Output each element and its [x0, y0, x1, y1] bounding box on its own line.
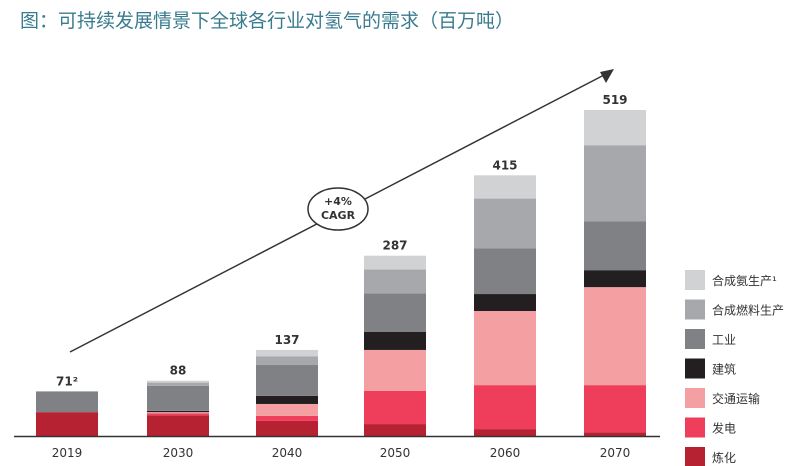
total-label-2019: 71² [56, 374, 78, 388]
bar-segment-2060 [474, 248, 536, 295]
x-tick-label-2070: 2070 [600, 446, 631, 460]
legend-label: 发电 [712, 421, 736, 436]
bar-segment-2019 [36, 412, 98, 436]
x-tick-label-2050: 2050 [380, 446, 411, 460]
bar-segment-2030 [147, 380, 209, 383]
chart-title: 图：可持续发展情景下全球各行业对氢气的需求（百万吨） [20, 10, 515, 32]
legend-swatch [685, 270, 705, 290]
bar-segment-2040 [256, 403, 318, 416]
total-label-2030: 88 [170, 364, 187, 378]
legend-label: 交通运输 [712, 391, 760, 406]
bar-segment-2070 [584, 110, 646, 146]
bar-segment-2050 [364, 349, 426, 391]
legend-swatch [685, 388, 705, 408]
legend-label: 工业 [712, 333, 736, 347]
bar-segment-2070 [584, 432, 646, 436]
bar-segment-2050 [364, 331, 426, 350]
total-label-2060: 415 [492, 158, 517, 172]
x-tick-label-2030: 2030 [163, 446, 194, 460]
legend-label: 合成燃料生产 [712, 303, 784, 318]
legend-swatch [685, 299, 705, 320]
legend-label: 合成氨生产¹ [712, 273, 777, 288]
bar-segment-2050 [364, 424, 426, 436]
legend-swatch [685, 329, 705, 349]
bar-segment-2030 [147, 410, 209, 413]
bar-segment-2040 [256, 349, 318, 357]
cagr-arrow-head [600, 69, 614, 83]
cagr-bubble [307, 187, 369, 231]
bar-segment-2030 [147, 382, 209, 386]
x-tick-label-2019: 2019 [52, 446, 83, 460]
legend-swatch [685, 358, 705, 379]
bar-segment-2050 [364, 390, 426, 425]
bar-segment-2040 [256, 415, 318, 421]
total-label-2040: 137 [274, 333, 299, 347]
legend-swatch [685, 417, 705, 438]
bar-segment-2060 [474, 429, 536, 436]
bar-segment-2040 [256, 420, 318, 436]
bar-segment-2019 [36, 391, 98, 413]
total-label-2050: 287 [382, 239, 407, 253]
legend-label: 炼化 [712, 450, 736, 465]
bar-segment-2040 [256, 356, 318, 366]
x-tick-label-2060: 2060 [490, 446, 521, 460]
bar-segment-2060 [474, 294, 536, 312]
bar-segment-2050 [364, 255, 426, 270]
bar-segment-2070 [584, 270, 646, 288]
total-label-2070: 519 [602, 93, 627, 107]
bar-segment-2040 [256, 395, 318, 404]
bar-segment-2070 [584, 287, 646, 386]
bar-segment-2030 [147, 413, 209, 416]
cagr-value: +4% [324, 195, 352, 208]
bar-segment-2030 [147, 385, 209, 411]
bar-segment-2050 [364, 293, 426, 332]
bar-segment-2060 [474, 198, 536, 249]
bar-segment-2060 [474, 175, 536, 199]
x-tick-label-2040: 2040 [272, 446, 303, 460]
cagr-label: CAGR [321, 209, 356, 222]
bar-segment-2070 [584, 145, 646, 222]
bar-segment-2040 [256, 365, 318, 396]
bar-segment-2060 [474, 385, 536, 430]
bar-segment-2030 [147, 415, 209, 436]
bar-segment-2060 [474, 311, 536, 386]
bar-segment-2070 [584, 385, 646, 433]
bar-segment-2050 [364, 269, 426, 294]
bar-segment-2030 [147, 412, 209, 414]
legend-swatch [685, 447, 705, 466]
legend-label: 建筑 [712, 362, 736, 377]
bar-segment-2070 [584, 221, 646, 271]
